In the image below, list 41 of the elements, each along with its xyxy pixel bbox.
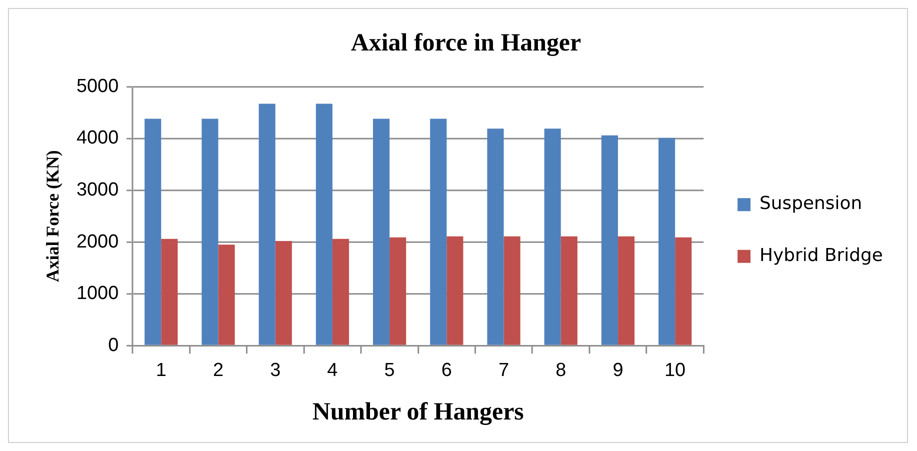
bar (487, 128, 504, 345)
x-tick-label: 2 (212, 360, 224, 382)
y-tick-label: 1000 (76, 283, 119, 304)
legend-label: Hybrid Bridge (759, 245, 883, 266)
x-tick-label: 4 (327, 360, 338, 382)
y-tick-label: 4000 (76, 128, 119, 149)
bar (202, 118, 218, 345)
bar (218, 244, 235, 345)
x-tick-label: 8 (556, 360, 566, 382)
bar (372, 118, 390, 345)
y-tick-label: 2000 (76, 231, 119, 252)
y-tick-label: 5000 (76, 76, 119, 97)
x-axis-title: Number of Hangers (312, 398, 524, 426)
x-tick-label: 9 (612, 360, 624, 382)
x-tick-label: 5 (384, 360, 395, 382)
bar (144, 118, 162, 345)
bar (618, 236, 635, 345)
bar (332, 238, 350, 345)
x-tick-label: 3 (270, 360, 281, 382)
bar (601, 135, 618, 345)
bar (390, 237, 406, 345)
bar (658, 138, 676, 345)
bar (446, 236, 464, 345)
x-tick-label: 7 (498, 360, 510, 382)
bar (504, 236, 520, 345)
x-tick-label: 1 (156, 360, 166, 382)
legend-label: Suspension (759, 193, 862, 214)
bar (544, 128, 561, 345)
bar (275, 241, 292, 345)
bar (675, 237, 692, 345)
bar (430, 118, 447, 345)
bar (161, 238, 178, 345)
bar (316, 104, 332, 345)
chart-title: Axial force in Hanger (350, 29, 582, 56)
y-tick-label: 0 (108, 334, 119, 356)
x-tick-label: 10 (664, 360, 686, 382)
y-tick-label: 3000 (76, 179, 119, 200)
bar (258, 104, 276, 345)
bar (560, 236, 578, 345)
y-axis-title: Axial Force (KN) (42, 150, 62, 282)
x-tick-label: 6 (441, 360, 452, 382)
